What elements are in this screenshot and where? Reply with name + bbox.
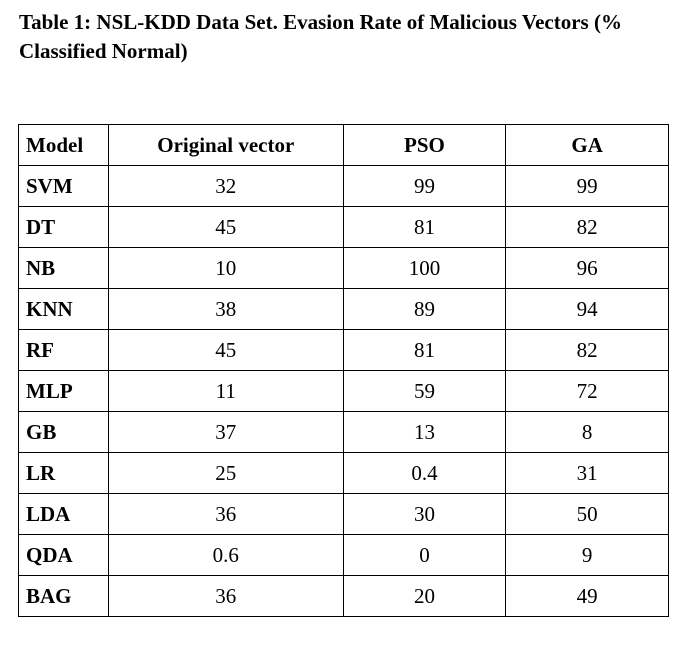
cell-original-vector: 36	[107, 493, 344, 535]
cell-ga: 9	[505, 534, 669, 576]
cell-original-vector: 25	[107, 452, 344, 494]
cell-model: SVM	[18, 165, 109, 207]
cell-model: NB	[18, 247, 109, 289]
cell-model: BAG	[18, 575, 109, 617]
table-row: GB 37 13 8	[18, 411, 669, 453]
table-row: LR 25 0.4 31	[18, 452, 669, 494]
header-original-vector: Original vector	[107, 124, 344, 166]
cell-pso: 0.4	[342, 452, 507, 494]
cell-pso: 99	[342, 165, 507, 207]
table-row: BAG 36 20 49	[18, 575, 669, 617]
table-row: DT 45 81 82	[18, 206, 669, 248]
cell-pso: 30	[342, 493, 507, 535]
header-pso: PSO	[342, 124, 507, 166]
cell-original-vector: 32	[107, 165, 344, 207]
table-caption: Table 1: NSL-KDD Data Set. Evasion Rate …	[19, 10, 622, 63]
cell-ga: 96	[505, 247, 669, 289]
table-row: QDA 0.6 0 9	[18, 534, 669, 576]
cell-pso: 100	[342, 247, 507, 289]
table-row: RF 45 81 82	[18, 329, 669, 371]
table-row: KNN 38 89 94	[18, 288, 669, 330]
cell-ga: 8	[505, 411, 669, 453]
cell-original-vector: 36	[107, 575, 344, 617]
cell-original-vector: 38	[107, 288, 344, 330]
cell-model: LR	[18, 452, 109, 494]
table-body: SVM 32 99 99 DT 45 81 82 NB 10 100 96 KNN 38 89 94 RF 45 8…	[18, 165, 669, 617]
evasion-rate-table: Model Original vector PSO GA SVM 32 99 99 DT…	[18, 124, 669, 617]
header-ga: GA	[505, 124, 669, 166]
cell-model: LDA	[18, 493, 109, 535]
header-model: Model	[18, 124, 109, 166]
cell-ga: 94	[505, 288, 669, 330]
cell-original-vector: 0.6	[107, 534, 344, 576]
table-header-row: Model Original vector PSO GA	[18, 124, 669, 166]
cell-pso: 81	[342, 329, 507, 371]
cell-ga: 72	[505, 370, 669, 412]
cell-model: DT	[18, 206, 109, 248]
cell-ga: 50	[505, 493, 669, 535]
cell-model: RF	[18, 329, 109, 371]
cell-original-vector: 11	[107, 370, 344, 412]
cell-pso: 59	[342, 370, 507, 412]
table-row: NB 10 100 96	[18, 247, 669, 289]
cell-model: MLP	[18, 370, 109, 412]
cell-ga: 82	[505, 329, 669, 371]
table-row: MLP 11 59 72	[18, 370, 669, 412]
cell-original-vector: 45	[107, 329, 344, 371]
cell-model: GB	[18, 411, 109, 453]
cell-original-vector: 37	[107, 411, 344, 453]
table-row: LDA 36 30 50	[18, 493, 669, 535]
cell-ga: 31	[505, 452, 669, 494]
cell-ga: 99	[505, 165, 669, 207]
cell-ga: 49	[505, 575, 669, 617]
cell-pso: 13	[342, 411, 507, 453]
cell-original-vector: 10	[107, 247, 344, 289]
cell-original-vector: 45	[107, 206, 344, 248]
cell-pso: 20	[342, 575, 507, 617]
cell-model: KNN	[18, 288, 109, 330]
cell-pso: 89	[342, 288, 507, 330]
cell-model: QDA	[18, 534, 109, 576]
cell-ga: 82	[505, 206, 669, 248]
cell-pso: 81	[342, 206, 507, 248]
table-row: SVM 32 99 99	[18, 165, 669, 207]
cell-pso: 0	[342, 534, 507, 576]
